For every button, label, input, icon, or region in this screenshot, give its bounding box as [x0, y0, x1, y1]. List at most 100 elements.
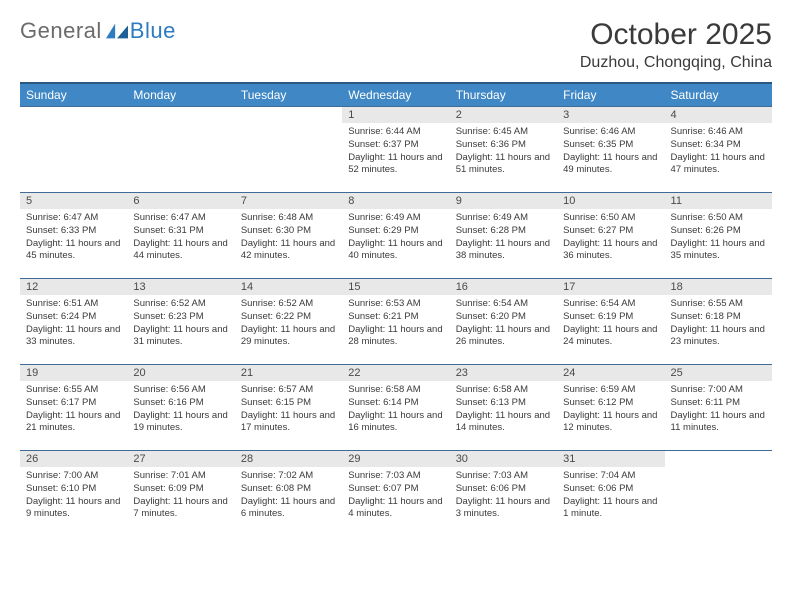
- daylight-text: Daylight: 11 hours and 36 minutes.: [563, 238, 658, 264]
- calendar-day-cell: 9Sunrise: 6:49 AMSunset: 6:28 PMDaylight…: [450, 193, 557, 279]
- day-details: Sunrise: 6:55 AMSunset: 6:17 PMDaylight:…: [20, 381, 127, 439]
- sunset-text: Sunset: 6:13 PM: [456, 397, 551, 410]
- sunrise-text: Sunrise: 6:58 AM: [456, 384, 551, 397]
- calendar-day-cell: 10Sunrise: 6:50 AMSunset: 6:27 PMDayligh…: [557, 193, 664, 279]
- day-number: 17: [557, 279, 664, 295]
- daylight-text: Daylight: 11 hours and 49 minutes.: [563, 152, 658, 178]
- day-number: 7: [235, 193, 342, 209]
- day-details: Sunrise: 6:46 AMSunset: 6:34 PMDaylight:…: [665, 123, 772, 181]
- day-details: Sunrise: 7:01 AMSunset: 6:09 PMDaylight:…: [127, 467, 234, 525]
- day-number: 4: [665, 107, 772, 123]
- daylight-text: Daylight: 11 hours and 12 minutes.: [563, 410, 658, 436]
- sunset-text: Sunset: 6:26 PM: [671, 225, 766, 238]
- sunset-text: Sunset: 6:15 PM: [241, 397, 336, 410]
- day-number: 1: [342, 107, 449, 123]
- day-number: 30: [450, 451, 557, 467]
- calendar-day-cell: 3Sunrise: 6:46 AMSunset: 6:35 PMDaylight…: [557, 107, 664, 193]
- day-details: Sunrise: 6:56 AMSunset: 6:16 PMDaylight:…: [127, 381, 234, 439]
- day-number: 6: [127, 193, 234, 209]
- day-details: Sunrise: 6:49 AMSunset: 6:28 PMDaylight:…: [450, 209, 557, 267]
- day-details: Sunrise: 6:44 AMSunset: 6:37 PMDaylight:…: [342, 123, 449, 181]
- daylight-text: Daylight: 11 hours and 47 minutes.: [671, 152, 766, 178]
- day-details: [665, 455, 772, 462]
- daylight-text: Daylight: 11 hours and 28 minutes.: [348, 324, 443, 350]
- sunrise-text: Sunrise: 6:47 AM: [26, 212, 121, 225]
- brand-logo: General Blue: [20, 18, 176, 44]
- calendar-day-cell: 23Sunrise: 6:58 AMSunset: 6:13 PMDayligh…: [450, 365, 557, 451]
- day-details: Sunrise: 6:47 AMSunset: 6:33 PMDaylight:…: [20, 209, 127, 267]
- calendar-day-cell: 1Sunrise: 6:44 AMSunset: 6:37 PMDaylight…: [342, 107, 449, 193]
- day-details: Sunrise: 6:46 AMSunset: 6:35 PMDaylight:…: [557, 123, 664, 181]
- sunset-text: Sunset: 6:28 PM: [456, 225, 551, 238]
- calendar-day-cell: 12Sunrise: 6:51 AMSunset: 6:24 PMDayligh…: [20, 279, 127, 365]
- sunset-text: Sunset: 6:27 PM: [563, 225, 658, 238]
- daylight-text: Daylight: 11 hours and 3 minutes.: [456, 496, 551, 522]
- sunrise-text: Sunrise: 7:04 AM: [563, 470, 658, 483]
- sunset-text: Sunset: 6:24 PM: [26, 311, 121, 324]
- sunrise-text: Sunrise: 6:57 AM: [241, 384, 336, 397]
- weekday-header: Saturday: [665, 83, 772, 107]
- calendar-day-cell: 26Sunrise: 7:00 AMSunset: 6:10 PMDayligh…: [20, 451, 127, 537]
- day-details: Sunrise: 6:59 AMSunset: 6:12 PMDaylight:…: [557, 381, 664, 439]
- sunrise-text: Sunrise: 6:46 AM: [671, 126, 766, 139]
- sunset-text: Sunset: 6:19 PM: [563, 311, 658, 324]
- day-details: Sunrise: 6:45 AMSunset: 6:36 PMDaylight:…: [450, 123, 557, 181]
- day-details: Sunrise: 6:47 AMSunset: 6:31 PMDaylight:…: [127, 209, 234, 267]
- day-number: 18: [665, 279, 772, 295]
- daylight-text: Daylight: 11 hours and 4 minutes.: [348, 496, 443, 522]
- daylight-text: Daylight: 11 hours and 23 minutes.: [671, 324, 766, 350]
- sunset-text: Sunset: 6:29 PM: [348, 225, 443, 238]
- calendar-day-cell: 27Sunrise: 7:01 AMSunset: 6:09 PMDayligh…: [127, 451, 234, 537]
- sunrise-text: Sunrise: 7:02 AM: [241, 470, 336, 483]
- sunrise-text: Sunrise: 6:49 AM: [348, 212, 443, 225]
- day-number: 15: [342, 279, 449, 295]
- sunrise-text: Sunrise: 6:52 AM: [133, 298, 228, 311]
- calendar-day-cell: 5Sunrise: 6:47 AMSunset: 6:33 PMDaylight…: [20, 193, 127, 279]
- sunrise-text: Sunrise: 6:53 AM: [348, 298, 443, 311]
- sunrise-text: Sunrise: 7:03 AM: [456, 470, 551, 483]
- day-number: 8: [342, 193, 449, 209]
- calendar-day-cell: 6Sunrise: 6:47 AMSunset: 6:31 PMDaylight…: [127, 193, 234, 279]
- sunrise-text: Sunrise: 7:00 AM: [671, 384, 766, 397]
- day-details: Sunrise: 7:02 AMSunset: 6:08 PMDaylight:…: [235, 467, 342, 525]
- sunrise-text: Sunrise: 6:44 AM: [348, 126, 443, 139]
- sunrise-text: Sunrise: 6:47 AM: [133, 212, 228, 225]
- sunrise-text: Sunrise: 6:45 AM: [456, 126, 551, 139]
- day-details: Sunrise: 6:53 AMSunset: 6:21 PMDaylight:…: [342, 295, 449, 353]
- daylight-text: Daylight: 11 hours and 44 minutes.: [133, 238, 228, 264]
- calendar-day-cell: 17Sunrise: 6:54 AMSunset: 6:19 PMDayligh…: [557, 279, 664, 365]
- daylight-text: Daylight: 11 hours and 40 minutes.: [348, 238, 443, 264]
- sunset-text: Sunset: 6:16 PM: [133, 397, 228, 410]
- calendar-week-row: 19Sunrise: 6:55 AMSunset: 6:17 PMDayligh…: [20, 365, 772, 451]
- day-details: Sunrise: 7:04 AMSunset: 6:06 PMDaylight:…: [557, 467, 664, 525]
- sunset-text: Sunset: 6:14 PM: [348, 397, 443, 410]
- day-number: 23: [450, 365, 557, 381]
- day-number: 22: [342, 365, 449, 381]
- day-details: Sunrise: 7:03 AMSunset: 6:06 PMDaylight:…: [450, 467, 557, 525]
- brand-word-2: Blue: [130, 18, 176, 44]
- calendar-day-cell: 20Sunrise: 6:56 AMSunset: 6:16 PMDayligh…: [127, 365, 234, 451]
- weekday-header-row: Sunday Monday Tuesday Wednesday Thursday…: [20, 83, 772, 107]
- calendar-week-row: 5Sunrise: 6:47 AMSunset: 6:33 PMDaylight…: [20, 193, 772, 279]
- day-details: Sunrise: 6:48 AMSunset: 6:30 PMDaylight:…: [235, 209, 342, 267]
- day-details: Sunrise: 6:54 AMSunset: 6:19 PMDaylight:…: [557, 295, 664, 353]
- day-details: Sunrise: 7:00 AMSunset: 6:11 PMDaylight:…: [665, 381, 772, 439]
- month-title: October 2025: [580, 18, 772, 52]
- day-number: 2: [450, 107, 557, 123]
- day-details: Sunrise: 6:50 AMSunset: 6:27 PMDaylight:…: [557, 209, 664, 267]
- sunset-text: Sunset: 6:10 PM: [26, 483, 121, 496]
- daylight-text: Daylight: 11 hours and 17 minutes.: [241, 410, 336, 436]
- daylight-text: Daylight: 11 hours and 16 minutes.: [348, 410, 443, 436]
- calendar-day-cell: 18Sunrise: 6:55 AMSunset: 6:18 PMDayligh…: [665, 279, 772, 365]
- sunrise-text: Sunrise: 7:03 AM: [348, 470, 443, 483]
- day-number: 13: [127, 279, 234, 295]
- calendar-week-row: 1Sunrise: 6:44 AMSunset: 6:37 PMDaylight…: [20, 107, 772, 193]
- day-number: 29: [342, 451, 449, 467]
- sunset-text: Sunset: 6:31 PM: [133, 225, 228, 238]
- weekday-header: Sunday: [20, 83, 127, 107]
- weekday-header: Tuesday: [235, 83, 342, 107]
- calendar-week-row: 26Sunrise: 7:00 AMSunset: 6:10 PMDayligh…: [20, 451, 772, 537]
- day-number: 26: [20, 451, 127, 467]
- calendar-day-cell: 11Sunrise: 6:50 AMSunset: 6:26 PMDayligh…: [665, 193, 772, 279]
- calendar-day-cell: 8 Sunrise: 6:49 AMSunset: 6:29 PMDaylight…: [342, 193, 449, 279]
